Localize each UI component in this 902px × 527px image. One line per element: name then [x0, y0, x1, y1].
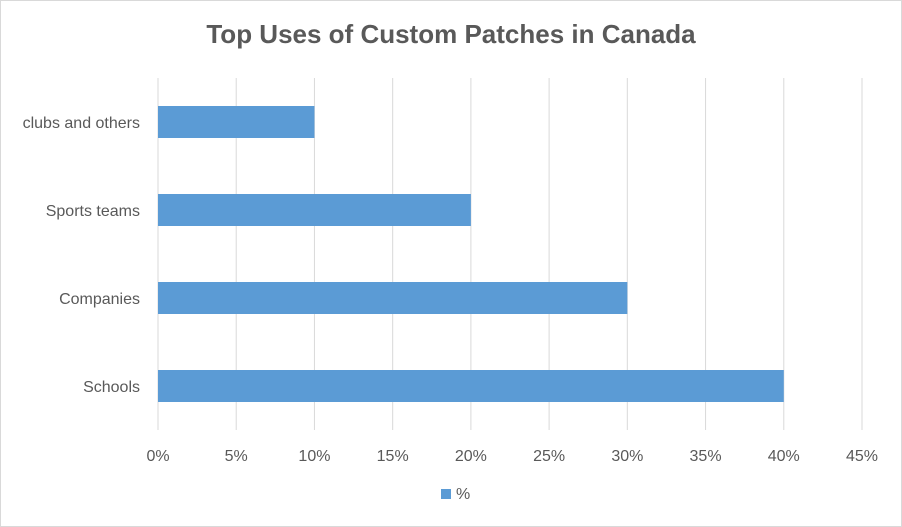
bar [158, 370, 784, 402]
x-tick-label: 35% [690, 448, 722, 465]
category-label: Sports teams [46, 203, 140, 220]
x-tick-label: 45% [846, 448, 878, 465]
bar [158, 282, 628, 314]
category-label: Companies [59, 291, 140, 308]
x-tick-label: 0% [146, 448, 169, 465]
chart-title: Top Uses of Custom Patches in Canada [206, 19, 696, 49]
x-tick-label: 40% [768, 448, 800, 465]
x-tick-label: 5% [225, 448, 248, 465]
x-tick-label: 15% [377, 448, 409, 465]
category-label: clubs and others [23, 115, 140, 132]
category-label: Schools [83, 379, 140, 396]
legend-label: % [456, 486, 470, 503]
bar [158, 106, 315, 138]
x-tick-label: 30% [611, 448, 643, 465]
x-tick-label: 10% [298, 448, 330, 465]
x-tick-label: 20% [455, 448, 487, 465]
bar [158, 194, 471, 226]
legend-swatch [441, 489, 451, 499]
x-tick-label: 25% [533, 448, 565, 465]
